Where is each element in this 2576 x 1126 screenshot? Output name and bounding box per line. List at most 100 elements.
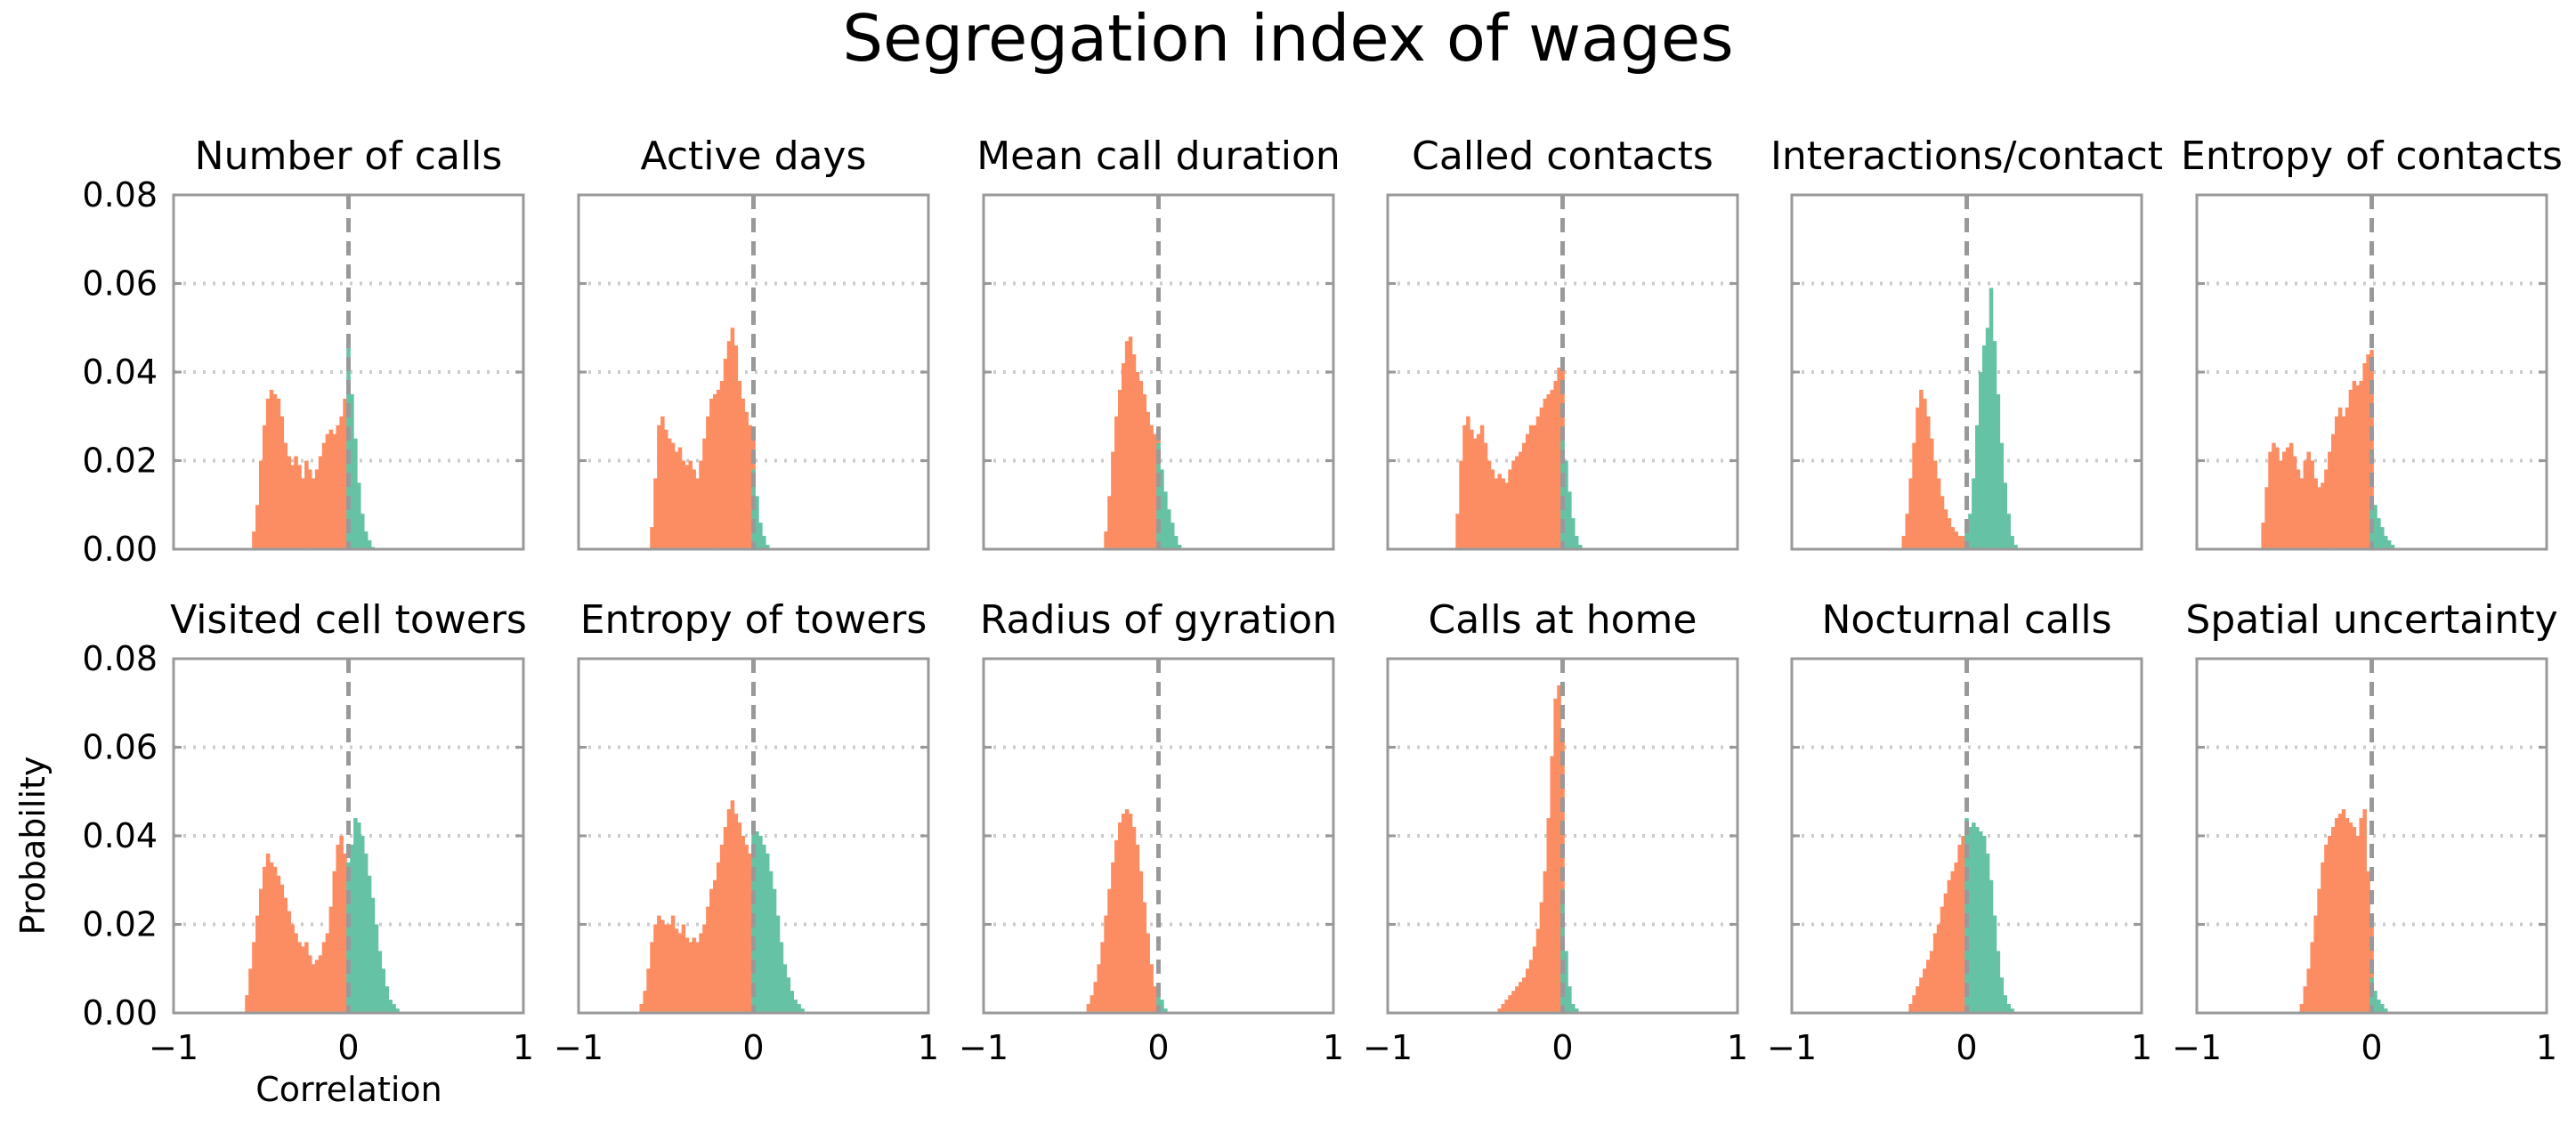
bar-negative	[283, 897, 288, 1013]
bar-negative	[328, 906, 334, 1013]
bar-negative	[325, 933, 330, 1013]
bar-negative	[1501, 478, 1505, 549]
bar-negative	[723, 359, 728, 549]
bar-negative	[677, 933, 683, 1013]
bar-negative	[706, 906, 710, 1013]
bar-negative	[1923, 398, 1927, 549]
bar-negative	[1961, 536, 1965, 549]
bar-negative	[657, 915, 661, 1013]
panel-9: −1 0 1 Calls at home	[1363, 597, 1748, 1067]
bar-positive	[395, 1009, 400, 1013]
bar-negative	[667, 924, 672, 1013]
bar-negative	[304, 460, 309, 549]
bar-negative	[660, 919, 665, 1013]
bar-positive	[377, 951, 383, 1013]
bar-negative	[688, 460, 693, 549]
bar-negative	[1950, 871, 1956, 1013]
bar-positive	[360, 514, 365, 549]
bar-negative	[245, 995, 249, 1013]
bar-positive	[2010, 536, 2014, 549]
bar-negative	[1472, 438, 1478, 549]
y-tick-label: 0.06	[82, 264, 158, 304]
bar-positive	[353, 438, 358, 549]
bar-positive	[1170, 522, 1175, 549]
bar-positive	[1567, 491, 1572, 549]
bar-negative	[1153, 986, 1157, 1013]
bar-negative	[1908, 1004, 1913, 1013]
x-tick-label: 1	[918, 1028, 939, 1067]
bar-negative	[2328, 836, 2332, 1013]
bar-negative	[657, 425, 661, 549]
bar-negative	[1124, 341, 1130, 549]
bar-negative	[699, 933, 703, 1013]
bar-negative	[1153, 433, 1157, 549]
x-tick-label: 1	[1323, 1028, 1344, 1067]
bar-negative	[1131, 354, 1137, 549]
bar-negative	[1142, 393, 1147, 549]
bar-negative	[1508, 995, 1512, 1013]
bar-positive	[765, 853, 770, 1013]
bar-negative	[2337, 814, 2343, 1013]
bar-negative	[1912, 442, 1916, 549]
x-tick-label: −1	[959, 1028, 1009, 1067]
bar-negative	[737, 380, 742, 549]
bar-negative	[283, 442, 288, 549]
bar-negative	[1118, 389, 1122, 549]
bar-positive	[755, 496, 759, 549]
y-tick-label: 0.02	[82, 441, 158, 481]
bar-negative	[1936, 478, 1941, 549]
bar-negative	[304, 942, 309, 1013]
bar-negative	[2299, 1004, 2305, 1013]
bar-positive	[1999, 977, 2005, 1013]
bar-positive	[381, 968, 386, 1013]
bar-negative	[674, 451, 679, 549]
bar-negative	[2313, 478, 2318, 549]
bar-negative	[1490, 469, 1495, 549]
bar-positive	[1992, 341, 1997, 549]
bar-negative	[723, 827, 728, 1013]
bar-positive	[350, 844, 354, 1013]
bar-negative	[1543, 871, 1548, 1013]
bar-negative	[1086, 1004, 1091, 1013]
bar-positive	[1571, 1004, 1576, 1013]
bar-negative	[1479, 425, 1485, 549]
panel-title: Called contacts	[1412, 134, 1713, 179]
bar-positive	[779, 942, 784, 1013]
bar-negative	[2359, 380, 2363, 549]
bar-negative	[1947, 518, 1952, 549]
x-tick-label: 0	[2361, 1028, 2382, 1067]
bar-negative	[719, 380, 725, 549]
bar-positive	[1577, 545, 1583, 549]
x-tick-label: 0	[1551, 1028, 1573, 1067]
bar-negative	[639, 1004, 644, 1013]
bar-negative	[685, 465, 690, 549]
bar-negative	[290, 924, 295, 1013]
bar-negative	[2328, 451, 2332, 549]
bar-negative	[1107, 888, 1112, 1013]
panel-title: Entropy of contacts	[2181, 134, 2563, 179]
bar-positive	[374, 924, 379, 1013]
bar-negative	[332, 871, 337, 1013]
bar-negative	[2306, 451, 2312, 549]
bar-negative	[258, 888, 263, 1013]
bar-negative	[2366, 354, 2370, 549]
bar-negative	[1539, 407, 1544, 549]
bar-negative	[1511, 991, 1516, 1013]
bar-negative	[252, 942, 256, 1013]
bar-negative	[650, 942, 654, 1013]
bar-negative	[1483, 442, 1488, 549]
bar-negative	[255, 505, 260, 549]
y-tick-label: 0.00	[82, 530, 158, 569]
bar-negative	[1929, 951, 1934, 1013]
bar-negative	[1114, 839, 1119, 1013]
bar-negative	[1114, 416, 1119, 549]
bar-positive	[360, 836, 365, 1013]
bar-positive	[1163, 491, 1168, 549]
bar-positive	[1989, 879, 1994, 1013]
bar-negative	[325, 433, 330, 549]
bar-negative	[713, 879, 717, 1013]
bar-negative	[1543, 398, 1548, 549]
bar-negative	[1532, 425, 1537, 549]
bar-positive	[758, 836, 763, 1013]
bar-positive	[2390, 545, 2395, 549]
